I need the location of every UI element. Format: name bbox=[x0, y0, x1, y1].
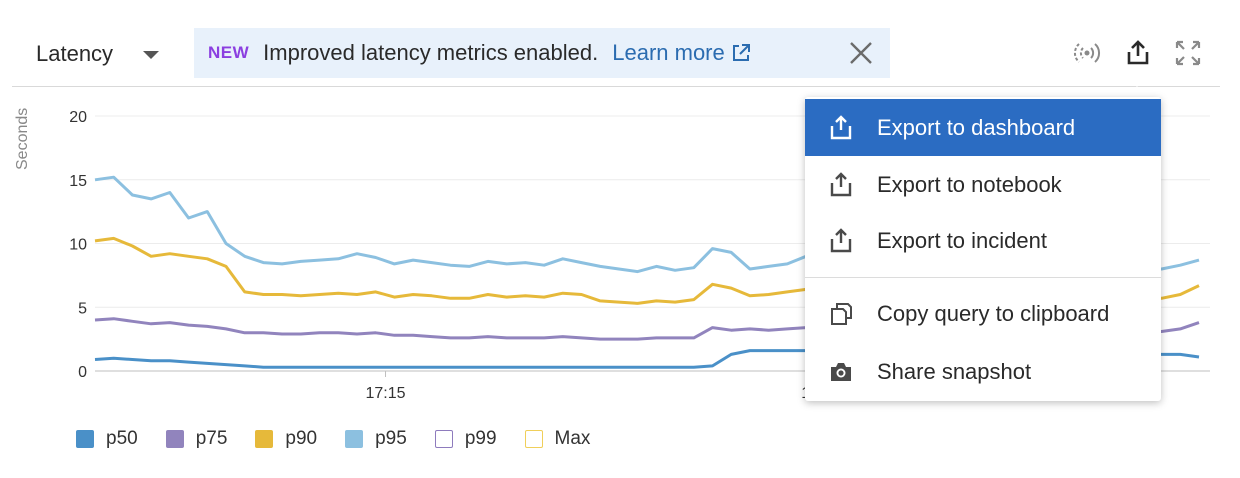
legend-label: p95 bbox=[375, 428, 407, 449]
learn-more-link[interactable]: Learn more bbox=[612, 40, 751, 66]
chevron-down-icon bbox=[143, 51, 160, 59]
legend-swatch bbox=[255, 430, 274, 448]
y-tick-label: 5 bbox=[78, 300, 87, 317]
menu-item-label: Share snapshot bbox=[877, 358, 1032, 384]
external-link-icon bbox=[732, 44, 750, 61]
menu-item-export-to-dashboard[interactable]: Export to dashboard bbox=[805, 99, 1161, 156]
y-axis-label-text: Seconds bbox=[14, 107, 31, 170]
legend-item-p50[interactable]: p50 bbox=[76, 428, 138, 450]
export-icon bbox=[827, 227, 855, 255]
legend-swatch bbox=[434, 430, 453, 448]
legend-label: p99 bbox=[464, 428, 497, 449]
export-menu: Export to dashboard Export to notebook Exp… bbox=[805, 97, 1161, 401]
menu-divider bbox=[805, 277, 1161, 278]
legend-item-p99[interactable]: p99 bbox=[434, 428, 497, 450]
legend-label: p50 bbox=[106, 428, 138, 449]
camera-icon bbox=[827, 358, 855, 386]
legend-swatch bbox=[165, 430, 184, 448]
menu-pointer bbox=[1126, 86, 1148, 97]
new-badge: NEW bbox=[208, 43, 250, 62]
close-icon[interactable] bbox=[848, 40, 874, 66]
x-tick-label: 17:15 bbox=[366, 385, 406, 402]
y-tick-label: 0 bbox=[78, 364, 87, 381]
metric-dropdown-label: Latency bbox=[36, 41, 114, 66]
y-tick-label: 20 bbox=[69, 109, 87, 126]
metric-dropdown[interactable]: Latency bbox=[36, 36, 160, 72]
legend-item-max[interactable]: Max bbox=[524, 428, 591, 450]
copy-icon bbox=[827, 300, 855, 328]
menu-item-label: Export to incident bbox=[877, 227, 1047, 253]
legend-item-p95[interactable]: p95 bbox=[345, 428, 407, 450]
chart-legend: p50 p75 p90 p95 p99 Max bbox=[76, 428, 618, 450]
legend-swatch bbox=[345, 430, 364, 448]
menu-item-export-to-incident[interactable]: Export to incident bbox=[805, 212, 1161, 269]
menu-item-copy-query-to-clipboard[interactable]: Copy query to clipboard bbox=[805, 285, 1161, 342]
legend-label: Max bbox=[554, 428, 591, 449]
legend-swatch bbox=[76, 430, 94, 448]
toolbar-divider bbox=[12, 86, 1220, 87]
menu-item-export-to-notebook[interactable]: Export to notebook bbox=[805, 156, 1161, 213]
learn-more-label: Learn more bbox=[612, 40, 725, 65]
legend-item-p75[interactable]: p75 bbox=[165, 428, 228, 450]
y-axis-label: Seconds bbox=[14, 108, 32, 170]
export-icon[interactable] bbox=[1123, 38, 1153, 68]
export-icon bbox=[827, 171, 855, 199]
legend-swatch bbox=[524, 430, 543, 448]
fullscreen-icon[interactable] bbox=[1173, 38, 1203, 68]
legend-label: p90 bbox=[285, 428, 318, 449]
menu-item-label: Copy query to clipboard bbox=[877, 300, 1110, 326]
info-banner: NEW Improved latency metrics enabled. Le… bbox=[194, 28, 890, 78]
menu-item-label: Export to dashboard bbox=[877, 114, 1076, 140]
menu-item-share-snapshot[interactable]: Share snapshot bbox=[805, 343, 1161, 400]
legend-item-p90[interactable]: p90 bbox=[255, 428, 317, 450]
chart-toolbar: Latency NEW Improved latency metrics ena… bbox=[0, 0, 1240, 88]
banner-message: Improved latency metrics enabled. bbox=[263, 40, 599, 65]
legend-label: p75 bbox=[195, 428, 228, 449]
menu-item-label: Export to notebook bbox=[877, 171, 1062, 197]
y-tick-label: 15 bbox=[69, 173, 87, 190]
export-icon bbox=[827, 114, 855, 142]
live-stream-icon[interactable] bbox=[1072, 38, 1102, 68]
y-tick-label: 10 bbox=[69, 237, 87, 254]
